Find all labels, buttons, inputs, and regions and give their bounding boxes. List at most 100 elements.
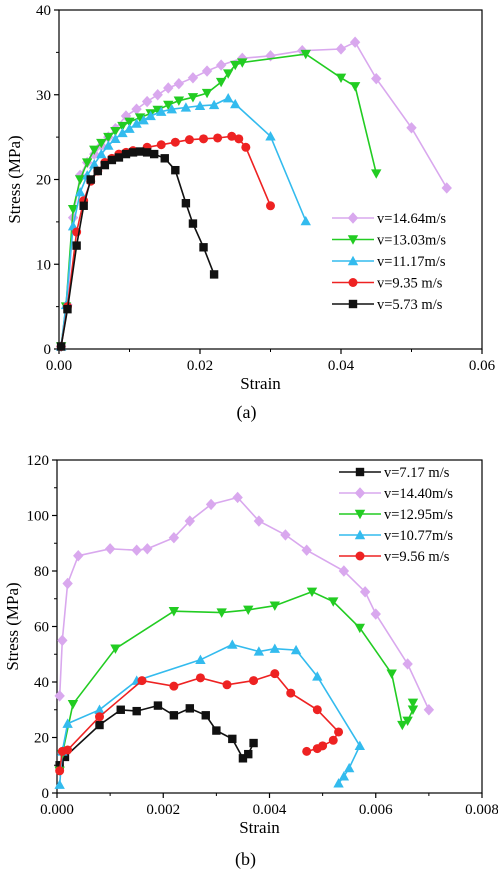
data-point [142,543,153,555]
y-tick-label: 100 [27,509,50,525]
series-line [58,496,430,711]
data-point [215,59,227,71]
data-point [407,705,419,715]
y-tick-label: 40 [34,675,49,691]
data-point [195,673,205,683]
data-point [227,131,237,141]
data-point [232,491,243,504]
data-point [328,735,338,745]
data-point [223,92,234,103]
data-point [354,623,366,634]
legend-marker [354,487,366,499]
data-point [194,100,206,110]
data-point [334,727,344,737]
data-point [74,175,86,185]
series-group [55,49,382,352]
y-tick-label: 80 [34,564,49,580]
series-group [55,669,344,776]
data-point [199,243,208,252]
data-point [153,701,163,710]
data-point [137,676,147,686]
data-point [141,95,153,108]
data-point [441,182,452,194]
x-tick-label: 0.008 [465,802,498,818]
legend-label: v=13.03m/s [377,233,446,249]
data-point [163,82,174,94]
legend: v=7.17 m/s v=14.40m/s v=12.95m/s v=10.77m/s… [339,465,453,565]
data-point [89,145,100,156]
data-point [131,544,142,556]
data-point [201,88,213,99]
legend-label: v=7.17 m/s [384,465,450,481]
data-point [96,148,107,159]
legend-label: v=9.35 m/s [377,276,443,292]
data-point [222,680,232,690]
data-point [89,159,100,169]
legend-marker [347,212,359,224]
data-point [168,607,180,617]
legend-label: v=5.73 m/s [377,297,443,313]
data-point [290,644,302,655]
data-point [188,219,198,228]
data-point [95,712,104,722]
data-point [86,175,95,184]
data-point [110,126,121,137]
data-point [142,148,152,157]
data-point [100,160,110,170]
data-point [166,103,177,114]
panel-label: (b) [235,849,256,870]
data-point [209,270,219,279]
data-point [407,698,419,709]
data-point [95,720,104,730]
data-point [354,740,366,751]
data-point [74,187,86,197]
x-tick-label: 0.04 [328,358,355,374]
panel-b-stress-strain-chart: 0.000 0.002 0.004 0.006 0.008 0 20 40 60 80 100 120… [3,453,498,870]
panel-label: (a) [237,402,257,423]
legend-marker [354,509,366,520]
data-point [171,165,180,175]
y-tick-label: 40 [36,3,51,19]
data-point [269,601,281,611]
y-tick-label: 10 [36,257,51,273]
data-point [94,704,105,714]
data-point [134,113,146,123]
x-axis-title: Strain [239,818,280,837]
data-point [152,89,163,101]
x-tick-label: 0.00 [46,358,72,374]
data-point [54,779,65,789]
data-point [121,149,131,159]
legend-marker [355,467,365,477]
data-point [338,565,350,577]
data-point [117,121,128,132]
y-tick-label: 0 [42,786,50,802]
legend-label: v=14.64m/s [377,211,446,227]
x-tick-label: 0.02 [187,358,213,374]
legend-label: v=10.77m/s [384,528,453,544]
data-point [300,49,311,60]
data-point [110,644,121,654]
data-point [195,654,206,664]
data-point [215,77,227,88]
series-group [55,701,258,770]
y-axis-title: Stress (MPa) [5,135,24,223]
x-tick-label: 0.006 [359,802,393,818]
data-point [241,142,251,152]
data-point [343,762,355,773]
data-point [152,105,163,116]
data-point [386,669,397,679]
data-point [300,215,311,226]
data-point [107,155,117,165]
data-point [216,608,227,618]
data-point [73,550,84,562]
x-tick-label: 0.002 [146,802,180,818]
data-point [62,577,73,590]
data-point [253,646,265,656]
x-tick-label: 0.004 [253,802,287,818]
data-point [160,154,169,163]
data-point [201,711,210,720]
data-point [230,60,241,71]
data-point [205,498,217,511]
data-point [169,681,179,691]
